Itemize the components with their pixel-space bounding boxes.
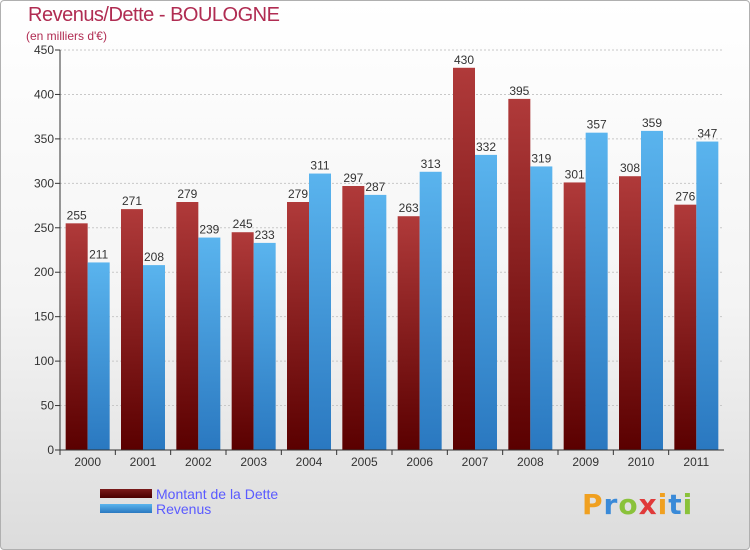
x-tick-label: 2011 bbox=[683, 455, 709, 469]
y-tick-label: 350 bbox=[34, 132, 54, 146]
data-label-revenus: 239 bbox=[199, 223, 219, 237]
bar-dette bbox=[453, 67, 475, 451]
chart-legend: Montant de la Dette Revenus bbox=[100, 485, 279, 517]
y-tick-label: 450 bbox=[34, 43, 54, 57]
legend-item-dette: Montant de la Dette bbox=[100, 485, 279, 502]
x-tick-label: 2001 bbox=[130, 455, 157, 469]
bar-dette bbox=[508, 98, 531, 450]
logo-letter: o bbox=[618, 488, 639, 521]
y-tick-label: 50 bbox=[41, 399, 55, 413]
data-label-dette: 430 bbox=[454, 53, 474, 67]
bar-dette bbox=[231, 232, 254, 450]
x-tick-label: 2000 bbox=[74, 455, 101, 469]
data-label-revenus: 319 bbox=[531, 151, 551, 165]
data-label-revenus: 357 bbox=[587, 118, 607, 132]
data-label-revenus: 311 bbox=[310, 159, 329, 173]
y-tick-label: 300 bbox=[34, 176, 54, 190]
logo-letter: x bbox=[638, 488, 658, 521]
logo-letter: r bbox=[603, 488, 619, 521]
legend-swatch-revenus bbox=[100, 504, 152, 513]
data-label-revenus: 211 bbox=[89, 247, 108, 261]
y-tick-label: 100 bbox=[34, 354, 54, 368]
bar-revenus bbox=[364, 194, 387, 450]
x-tick-label: 2006 bbox=[406, 455, 433, 469]
x-tick-label: 2002 bbox=[185, 455, 212, 469]
logo-letter: P bbox=[582, 488, 604, 521]
y-tick-label: 0 bbox=[47, 443, 54, 457]
x-tick-label: 2007 bbox=[462, 455, 489, 469]
data-label-revenus: 313 bbox=[421, 157, 441, 171]
bar-dette bbox=[65, 223, 88, 450]
data-label-dette: 245 bbox=[233, 217, 253, 231]
y-tick-label: 250 bbox=[34, 221, 54, 235]
data-label-revenus: 347 bbox=[697, 127, 717, 141]
data-label-dette: 279 bbox=[288, 187, 308, 201]
proxiti-logo: Proxiti bbox=[582, 488, 693, 521]
legend-swatch-dette bbox=[100, 489, 152, 498]
bar-dette bbox=[287, 202, 309, 450]
x-tick-label: 2010 bbox=[628, 455, 655, 469]
bar-dette bbox=[619, 176, 641, 450]
x-tick-label: 2004 bbox=[296, 455, 323, 469]
bar-dette bbox=[674, 204, 697, 450]
bar-revenus bbox=[419, 171, 442, 450]
bar-revenus bbox=[87, 262, 110, 450]
bar-dette bbox=[563, 182, 586, 450]
legend-item-revenus: Revenus bbox=[100, 500, 278, 517]
data-label-dette: 395 bbox=[509, 84, 529, 98]
bar-revenus bbox=[530, 166, 553, 450]
bar-revenus bbox=[143, 265, 165, 450]
y-tick-label: 200 bbox=[34, 265, 54, 279]
bar-revenus bbox=[198, 237, 221, 450]
bar-dette bbox=[121, 209, 143, 450]
legend-label-dette: Montant de la Dette bbox=[156, 485, 279, 502]
bar-revenus bbox=[309, 173, 331, 451]
x-tick-label: 2008 bbox=[517, 455, 544, 469]
data-label-dette: 279 bbox=[177, 187, 197, 201]
chart-title: Revenus/Dette - BOULOGNE bbox=[28, 4, 280, 26]
data-label-dette: 301 bbox=[565, 167, 585, 181]
data-label-dette: 308 bbox=[620, 161, 640, 175]
bar-revenus bbox=[585, 132, 608, 450]
bar-dette bbox=[342, 186, 365, 450]
data-label-dette: 271 bbox=[122, 194, 142, 208]
bar-revenus bbox=[475, 154, 497, 450]
data-label-dette: 276 bbox=[675, 190, 695, 204]
data-label-revenus: 208 bbox=[144, 250, 164, 264]
data-label-revenus: 359 bbox=[642, 116, 662, 130]
bar-revenus bbox=[696, 141, 719, 451]
data-label-dette: 297 bbox=[343, 171, 363, 185]
chart-subtitle: (en milliers d'€) bbox=[26, 29, 107, 43]
x-tick-label: 2005 bbox=[351, 455, 378, 469]
x-tick-label: 2003 bbox=[240, 455, 267, 469]
bar-revenus bbox=[253, 242, 276, 450]
logo-letter: i bbox=[657, 488, 669, 521]
bar-revenus bbox=[641, 130, 663, 450]
logo-letter: t bbox=[668, 488, 683, 521]
data-label-revenus: 332 bbox=[476, 140, 496, 154]
data-label-dette: 263 bbox=[399, 201, 419, 215]
y-tick-label: 400 bbox=[34, 87, 54, 101]
logo-letter: i bbox=[682, 488, 694, 521]
data-label-revenus: 233 bbox=[255, 228, 275, 242]
bar-dette bbox=[397, 216, 420, 450]
legend-label-revenus: Revenus bbox=[156, 500, 212, 517]
x-tick-label: 2009 bbox=[572, 455, 599, 469]
data-label-dette: 255 bbox=[67, 208, 87, 222]
y-tick-label: 150 bbox=[34, 310, 54, 324]
bar-dette bbox=[176, 202, 199, 450]
data-label-revenus: 287 bbox=[365, 180, 385, 194]
